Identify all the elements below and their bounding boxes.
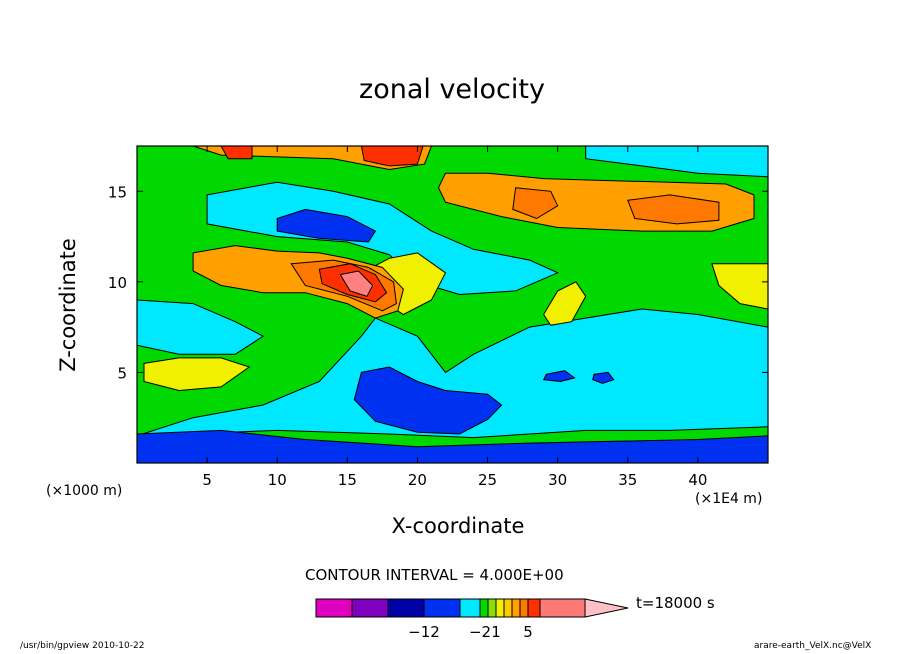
- contour-region-yellow-9: [143, 357, 251, 392]
- time-label: t=18000 s: [636, 594, 715, 612]
- y-tick-label-10: 10: [108, 274, 127, 292]
- y-tick-label-5: 5: [117, 364, 127, 382]
- x-tick-label-10: 10: [268, 471, 287, 489]
- colorbar-swatch-12: [539, 598, 586, 618]
- contour-region-blue-8: [592, 371, 615, 384]
- colorbar-swatch-0: [315, 598, 353, 618]
- x-tick-label-35: 35: [618, 471, 637, 489]
- contour-region-blue-6: [137, 429, 768, 463]
- contour-region-darkorange-16: [512, 187, 559, 220]
- contour-region-darkorange-17: [627, 194, 720, 225]
- contour-region-yellow-10: [543, 281, 587, 326]
- contour-region-blue-5: [353, 366, 503, 435]
- contour-region-cyan-1: [137, 299, 265, 355]
- contour-region-pink-22: [339, 270, 374, 297]
- axis-ticks: 5 10 15 20 25 30 35 40 5 10 15: [108, 146, 768, 489]
- contour-region-blue-7: [542, 370, 576, 383]
- colorbar-swatch-3: [423, 598, 461, 618]
- colorbar-swatch-9: [511, 598, 521, 618]
- colorbar-label-2: 1: [491, 623, 501, 641]
- colorbar-swatch-5: [479, 598, 489, 618]
- contour-region-red-20: [220, 146, 253, 160]
- contour-region-blue-4: [276, 208, 377, 243]
- x-tick-label-25: 25: [478, 471, 497, 489]
- colorbar-swatch-1: [351, 598, 389, 618]
- contour-interval-label: CONTOUR INTERVAL = 4.000E+00: [305, 566, 564, 584]
- x-tick-label-5: 5: [202, 471, 212, 489]
- colorbar-swatch-2: [387, 598, 425, 618]
- colorbar-swatch-8: [503, 598, 513, 618]
- colorbar-arrow: [584, 598, 629, 618]
- colorbar-label-1: −2: [469, 623, 491, 641]
- colorbar-swatch-11: [527, 598, 541, 618]
- footer-program-date: /usr/bin/gpview 2010-10-22: [20, 641, 145, 651]
- colorbar-label-3: 5: [523, 623, 533, 641]
- x-tick-label-15: 15: [338, 471, 357, 489]
- colorbar-swatch-10: [519, 598, 529, 618]
- colorbar-label-0: −12: [408, 623, 440, 641]
- contour-region-cyan-3: [585, 146, 768, 178]
- colorbar-swatch-6: [487, 598, 497, 618]
- colorbar-swatch-7: [495, 598, 505, 618]
- chart-title: zonal velocity: [359, 74, 545, 105]
- colorbar-swatch-4: [459, 598, 481, 618]
- contour-region-yellow-11: [711, 263, 768, 310]
- contour-region-cyan-2: [206, 181, 559, 296]
- x-tick-label-40: 40: [688, 471, 707, 489]
- contour-regions: [137, 146, 768, 463]
- x-axis-label: X-coordinate: [391, 514, 525, 538]
- x-tick-label-30: 30: [548, 471, 567, 489]
- contour-region-red-21: [360, 146, 424, 167]
- footer-file-variable: arare-earth_VelX.nc@VelX: [754, 641, 872, 651]
- contour-region-cyan-0: [137, 308, 768, 439]
- y-tick-label-15: 15: [108, 183, 127, 201]
- x-unit-label-right: (×1E4 m): [695, 491, 763, 507]
- plot-frame: [136, 145, 769, 464]
- colorbar: −12 −2 1 5: [315, 598, 629, 641]
- x-unit-label-left: (×1000 m): [46, 483, 123, 499]
- x-tick-label-20: 20: [408, 471, 427, 489]
